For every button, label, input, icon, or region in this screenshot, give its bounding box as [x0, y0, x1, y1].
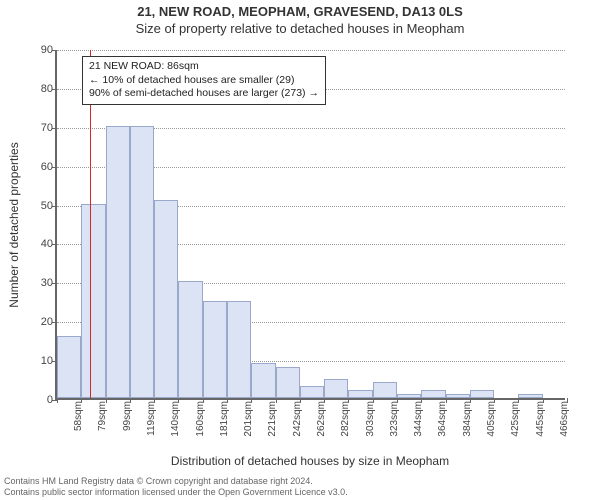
xtick-label: 262sqm — [316, 401, 327, 437]
xtick-mark — [276, 398, 277, 403]
annotation-box: 21 NEW ROAD: 86sqm← 10% of detached hous… — [82, 56, 326, 105]
x-axis-label: Distribution of detached houses by size … — [55, 454, 565, 468]
xtick-label: 405sqm — [486, 401, 497, 437]
xtick-label: 384sqm — [462, 401, 473, 437]
footer-line-1: Contains HM Land Registry data © Crown c… — [4, 476, 348, 487]
xtick-mark — [81, 398, 82, 403]
xtick-label: 344sqm — [413, 401, 424, 437]
xtick-mark — [494, 398, 495, 403]
xtick-mark — [300, 398, 301, 403]
histogram-bar — [276, 367, 300, 398]
histogram-bar — [446, 394, 470, 398]
xtick-mark — [373, 398, 374, 403]
annotation-line: ← 10% of detached houses are smaller (29… — [89, 74, 319, 88]
footer-line-2: Contains public sector information licen… — [4, 487, 348, 498]
xtick-mark — [203, 398, 204, 403]
annotation-line: 21 NEW ROAD: 86sqm — [89, 60, 319, 74]
histogram-bar — [178, 281, 202, 398]
histogram-bar — [251, 363, 275, 398]
histogram-bar — [57, 336, 81, 398]
plot-region: 010203040506070809058sqm79sqm99sqm119sqm… — [55, 50, 565, 400]
xtick-label: 445sqm — [535, 401, 546, 437]
xtick-label: 425sqm — [510, 401, 521, 437]
xtick-mark — [397, 398, 398, 403]
xtick-mark — [446, 398, 447, 403]
ytick-label: 60 — [41, 161, 53, 173]
histogram-bar — [421, 390, 445, 398]
xtick-mark — [470, 398, 471, 403]
xtick-label: 58sqm — [73, 401, 84, 431]
histogram-bar — [397, 394, 421, 398]
histogram-bar — [81, 204, 105, 398]
xtick-label: 221sqm — [267, 401, 278, 437]
ytick-label: 20 — [41, 316, 53, 328]
xtick-label: 99sqm — [122, 401, 133, 431]
chart-title: 21, NEW ROAD, MEOPHAM, GRAVESEND, DA13 0… — [0, 0, 600, 19]
xtick-mark — [57, 398, 58, 403]
ytick-label: 70 — [41, 122, 53, 134]
xtick-label: 160sqm — [195, 401, 206, 437]
xtick-mark — [421, 398, 422, 403]
xtick-mark — [251, 398, 252, 403]
ytick-label: 80 — [41, 83, 53, 95]
xtick-label: 323sqm — [389, 401, 400, 437]
annotation-line: 90% of semi-detached houses are larger (… — [89, 87, 319, 101]
xtick-mark — [227, 398, 228, 403]
footer-attribution: Contains HM Land Registry data © Crown c… — [4, 476, 348, 499]
xtick-label: 466sqm — [559, 401, 570, 437]
xtick-mark — [154, 398, 155, 403]
histogram-bar — [518, 394, 542, 398]
histogram-bar — [300, 386, 324, 398]
xtick-mark — [178, 398, 179, 403]
ytick-label: 90 — [41, 44, 53, 56]
xtick-mark — [130, 398, 131, 403]
xtick-mark — [567, 398, 568, 403]
chart-area: 010203040506070809058sqm79sqm99sqm119sqm… — [55, 50, 565, 400]
histogram-bar — [203, 301, 227, 398]
histogram-bar — [227, 301, 251, 398]
histogram-bar — [470, 390, 494, 398]
histogram-bar — [348, 390, 372, 398]
ytick-label: 50 — [41, 200, 53, 212]
ytick-label: 30 — [41, 277, 53, 289]
xtick-mark — [543, 398, 544, 403]
ytick-label: 0 — [47, 394, 53, 406]
ytick-label: 10 — [41, 355, 53, 367]
xtick-label: 119sqm — [146, 401, 157, 436]
histogram-bar — [106, 126, 130, 398]
xtick-mark — [518, 398, 519, 403]
histogram-bar — [130, 126, 154, 398]
xtick-mark — [348, 398, 349, 403]
xtick-mark — [324, 398, 325, 403]
gridline — [57, 50, 565, 51]
xtick-label: 181sqm — [219, 401, 230, 437]
xtick-label: 201sqm — [243, 401, 254, 437]
xtick-mark — [106, 398, 107, 403]
chart-subtitle: Size of property relative to detached ho… — [0, 19, 600, 36]
xtick-label: 79sqm — [97, 401, 108, 431]
ytick-label: 40 — [41, 238, 53, 250]
histogram-bar — [154, 200, 178, 398]
histogram-bar — [324, 379, 348, 398]
xtick-label: 303sqm — [365, 401, 376, 437]
xtick-label: 364sqm — [437, 401, 448, 437]
xtick-label: 140sqm — [170, 401, 181, 437]
xtick-label: 242sqm — [292, 401, 303, 437]
histogram-bar — [373, 382, 397, 398]
xtick-label: 282sqm — [340, 401, 351, 437]
